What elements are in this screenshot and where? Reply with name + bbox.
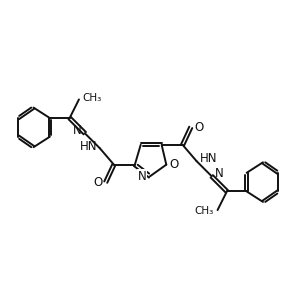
- Text: HN: HN: [80, 140, 97, 152]
- Text: N: N: [215, 167, 224, 181]
- Text: O: O: [170, 158, 179, 171]
- Text: O: O: [93, 176, 102, 188]
- Text: CH₃: CH₃: [82, 93, 102, 103]
- Text: CH₃: CH₃: [195, 206, 214, 216]
- Text: N: N: [73, 124, 82, 137]
- Text: N: N: [138, 170, 146, 183]
- Text: HN: HN: [200, 152, 217, 165]
- Text: O: O: [194, 121, 203, 134]
